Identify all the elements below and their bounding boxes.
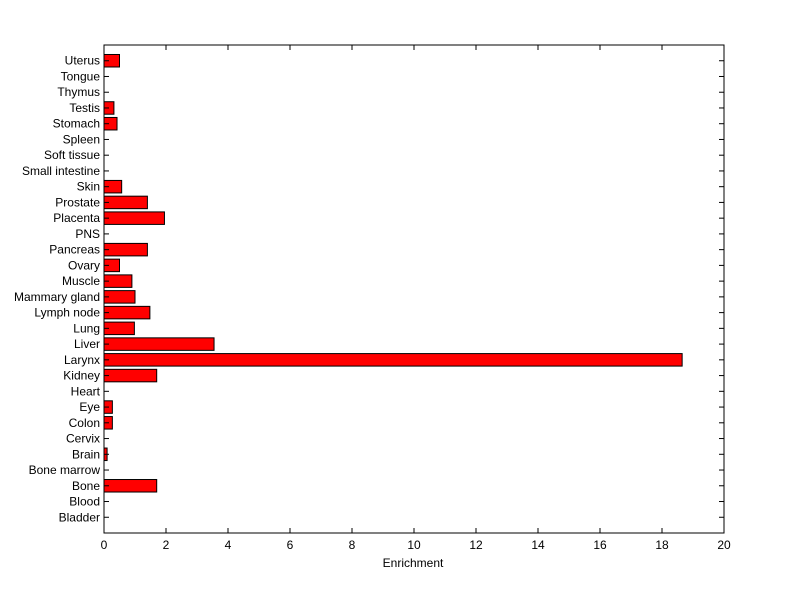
y-tick-label: Tongue (61, 69, 101, 83)
y-tick-label: Stomach (53, 117, 100, 131)
y-tick-label: Prostate (55, 195, 100, 209)
y-tick-label: Mammary gland (14, 290, 100, 304)
y-tick-label: Blood (69, 495, 100, 509)
bars (103, 53, 683, 493)
x-tick-label: 12 (469, 538, 483, 552)
plot-frame (103, 44, 725, 534)
x-tick-label: 8 (349, 538, 356, 552)
y-tick-label: Liver (74, 337, 100, 351)
x-tick-label: 10 (407, 538, 421, 552)
y-tick-label: PNS (75, 227, 100, 241)
y-tick-label: Colon (69, 416, 100, 430)
y-tick-label: Ovary (68, 258, 100, 272)
y-tick-label: Testis (69, 101, 100, 115)
y-tick-label: Brain (72, 447, 100, 461)
y-tick-label: Lymph node (34, 306, 100, 320)
bar-larynx (103, 353, 683, 367)
y-tick-label: Lung (73, 321, 100, 335)
y-tick-label: Kidney (63, 369, 100, 383)
y-tick-label: Eye (79, 400, 100, 414)
axis-ticks (103, 45, 725, 533)
x-tick-labels: 0 2 4 6 8 10 12 14 16 18 20 (101, 538, 731, 552)
x-tick-label: 20 (717, 538, 731, 552)
y-tick-label: Larynx (64, 353, 100, 367)
bar-lymph-node (103, 305, 151, 320)
x-tick-label: 4 (225, 538, 232, 552)
x-tick-label: 2 (163, 538, 170, 552)
y-tick-label: Uterus (65, 54, 100, 68)
y-tick-label: Pancreas (49, 243, 100, 257)
y-tick-label: Placenta (53, 211, 100, 225)
bar-liver (103, 337, 215, 351)
y-tick-label: Spleen (63, 132, 100, 146)
y-tick-label: Thymus (57, 85, 100, 99)
bar-bone (103, 479, 158, 493)
x-tick-label: 16 (593, 538, 607, 552)
y-tick-label: Bone marrow (29, 463, 101, 477)
y-tick-label: Soft tissue (44, 148, 100, 162)
x-tick-label: 18 (655, 538, 669, 552)
x-tick-label: 14 (531, 538, 545, 552)
y-tick-label: Heart (71, 384, 101, 398)
y-tick-label: Bone (72, 479, 100, 493)
x-tick-label: 6 (287, 538, 294, 552)
x-axis-title: Enrichment (383, 556, 444, 570)
bar-pancreas (103, 242, 148, 257)
bar-placenta (103, 211, 165, 225)
bar-prostate (103, 195, 148, 210)
y-tick-label: Muscle (62, 274, 100, 288)
bar-kidney (103, 368, 158, 383)
y-tick-label: Small intestine (22, 164, 100, 178)
y-tick-label: Bladder (59, 510, 100, 524)
x-tick-label: 0 (101, 538, 108, 552)
y-tick-label: Cervix (66, 432, 100, 446)
y-tick-label: Skin (77, 180, 100, 194)
